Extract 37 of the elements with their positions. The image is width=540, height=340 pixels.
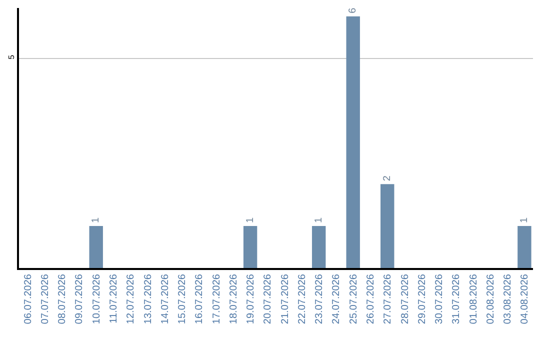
x-tick-label: 02.08.2026 (485, 274, 496, 324)
data-label: 1 (518, 217, 530, 224)
x-tick-label: 14.07.2026 (160, 274, 171, 324)
data-label: 1 (313, 217, 324, 224)
x-tick-label: 03.08.2026 (502, 274, 514, 324)
x-tick-label: 06.07.2026 (22, 274, 34, 324)
data-label: 1 (90, 217, 102, 224)
x-tick-label: 08.07.2026 (57, 274, 68, 324)
data-label: 6 (348, 7, 359, 14)
x-tick-label: 21.07.2026 (280, 274, 291, 324)
x-tick-label: 25.07.2026 (348, 274, 360, 324)
x-tick-label: 19.07.2026 (246, 274, 257, 324)
x-tick-label: 31.07.2026 (451, 274, 462, 324)
x-tick-label: 24.07.2026 (331, 274, 342, 324)
x-tick-label: 23.07.2026 (314, 274, 326, 324)
data-label: 1 (244, 217, 256, 224)
x-tick-label: 17.07.2026 (211, 274, 222, 324)
x-tick-label: 13.07.2026 (142, 274, 154, 324)
x-tick-label: 10.07.2026 (91, 274, 102, 324)
x-tick-label: 09.07.2026 (74, 274, 86, 324)
x-tick-label: 27.07.2026 (382, 274, 394, 324)
x-tick-label: 11.07.2026 (108, 274, 120, 324)
x-tick-label: 28.07.2026 (400, 274, 411, 324)
data-label: 2 (382, 175, 393, 182)
x-tick-label: 18.07.2026 (228, 274, 240, 324)
x-tick-label: 22.07.2026 (296, 274, 308, 324)
x-tick-label: 26.07.2026 (365, 274, 376, 324)
x-tick-label: 20.07.2026 (262, 274, 274, 324)
x-tick-label: 01.08.2026 (468, 274, 480, 324)
x-tick-label: 30.07.2026 (434, 274, 446, 324)
x-tick-label: 16.07.2026 (194, 274, 206, 324)
y-tick-label: 5 (6, 54, 16, 60)
x-tick-label: 07.07.2026 (40, 274, 51, 324)
x-tick-label: 12.07.2026 (126, 274, 137, 324)
x-tick-label: 15.07.2026 (177, 274, 188, 324)
x-tick-label: 04.08.2026 (520, 274, 531, 324)
x-tick-label: 29.07.2026 (416, 274, 428, 324)
